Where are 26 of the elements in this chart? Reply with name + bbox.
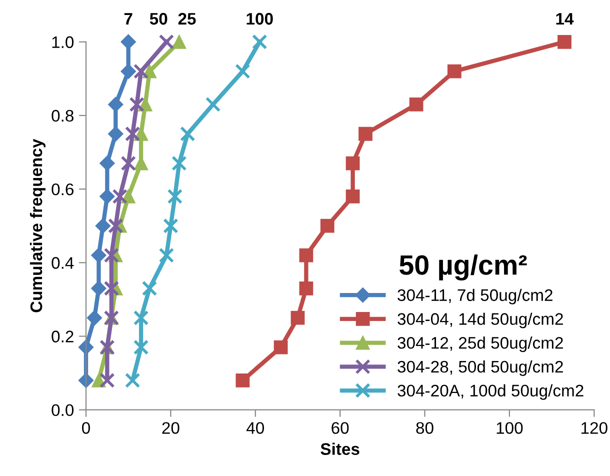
- annotation: 50: [150, 12, 168, 25]
- x-tick-label: 0: [82, 422, 90, 434]
- y-tick-label: 0.6: [52, 183, 74, 196]
- x-tick-label: 40: [246, 422, 264, 434]
- annotation: 100: [246, 12, 273, 25]
- x-tick-label: 80: [416, 422, 434, 434]
- y-axis-title: Cumulative frequency: [30, 138, 46, 312]
- x-axis-title: Sites: [320, 442, 360, 455]
- legend-label: 304-20A, 100d 50ug/cm2: [398, 384, 584, 400]
- x-tick-label: 120: [582, 422, 608, 434]
- legend-label: 304-12, 25d 50ug/cm2: [398, 336, 563, 352]
- annotation: 25: [178, 12, 196, 25]
- x-tick-label: 60: [332, 422, 349, 434]
- annotation: 14: [556, 13, 574, 25]
- annotation: 7: [124, 13, 132, 25]
- legend-label: 304-04, 14d 50ug/cm2: [398, 312, 563, 328]
- legend-label: 304-28, 50d 50ug/cm2: [398, 360, 563, 376]
- y-tick-label: 0.2: [52, 330, 74, 342]
- x-tick-label: 100: [496, 422, 523, 434]
- y-tick-label: 1.0: [52, 36, 74, 48]
- x-tick-label: 20: [162, 422, 180, 434]
- legend-title: 50 µg/cm²: [400, 254, 527, 280]
- y-tick-label: 0.4: [52, 257, 74, 269]
- y-tick-label: 0.8: [52, 110, 74, 122]
- y-tick-label: 0.0: [52, 404, 74, 416]
- legend-label: 304-11, 7d 50ug/cm2: [398, 288, 552, 304]
